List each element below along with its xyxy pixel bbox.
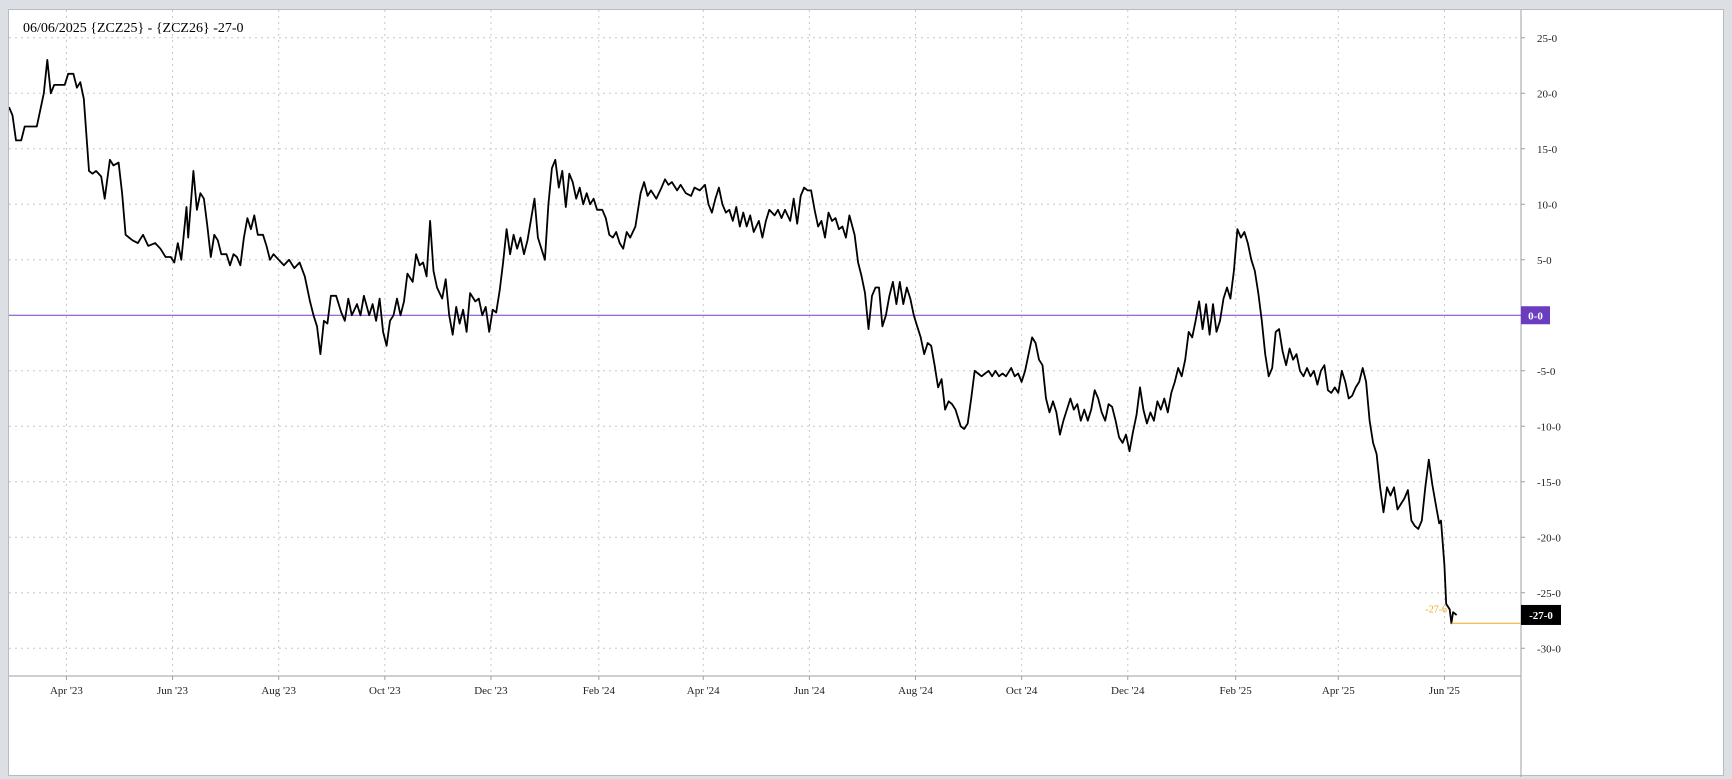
y-tick-label: 10-0 [1537, 199, 1558, 211]
y-tick-label: 15-0 [1537, 144, 1558, 156]
chart-canvas: 25-0 20-0 15-0 10-0 5-0 -5-0 -10-0 -15-0 -20-0 -2… [9, 10, 1561, 777]
last-value-badge [1521, 604, 1561, 625]
zero-badge-label: 0-0 [1528, 310, 1543, 322]
y-tick-label: -30-0 [1537, 643, 1561, 655]
chart-title: 06/06/2025 {ZCZ25} - {ZCZ26} -27-0 [23, 21, 244, 36]
x-tick-label: Apr '23 [50, 685, 83, 697]
x-tick-label: Jun '24 [794, 685, 826, 697]
x-tick-label: Aug '23 [261, 685, 296, 697]
chart-frame: 25-0 20-0 15-0 10-0 5-0 -5-0 -10-0 -15-0 -20-0 -2… [8, 9, 1724, 777]
zero-badge [1521, 306, 1550, 325]
y-tick-label: 25-0 [1537, 33, 1558, 45]
x-tick-label: Feb '25 [1220, 685, 1253, 697]
x-tick-label: Oct '23 [369, 685, 401, 697]
y-tick-label: -10-0 [1537, 421, 1561, 433]
last-value-label: -27-0 [1529, 610, 1553, 622]
x-tick-label: Jun '23 [157, 685, 189, 697]
x-tick-label: Dec '24 [1111, 685, 1145, 697]
x-tick-label: Jun '25 [1429, 685, 1461, 697]
x-tick-label: Feb '24 [583, 685, 616, 697]
x-tick-label: Aug '24 [898, 685, 933, 697]
x-tick-label: Apr '24 [687, 685, 720, 697]
y-tick-label: -20-0 [1537, 532, 1561, 544]
y-tick-label: -5-0 [1537, 366, 1556, 378]
x-tick-label: Apr '25 [1322, 685, 1355, 697]
y-tick-label: -25-0 [1537, 588, 1561, 600]
y-tick-label: 5-0 [1537, 255, 1552, 267]
y-tick-label: -15-0 [1537, 477, 1561, 489]
series-line [9, 59, 1458, 625]
x-tick-label: Dec '23 [474, 685, 508, 697]
x-tick-label: Oct '24 [1006, 685, 1038, 697]
current-price-label: -27-6 [1425, 604, 1447, 615]
y-tick-label: 20-0 [1537, 88, 1558, 100]
